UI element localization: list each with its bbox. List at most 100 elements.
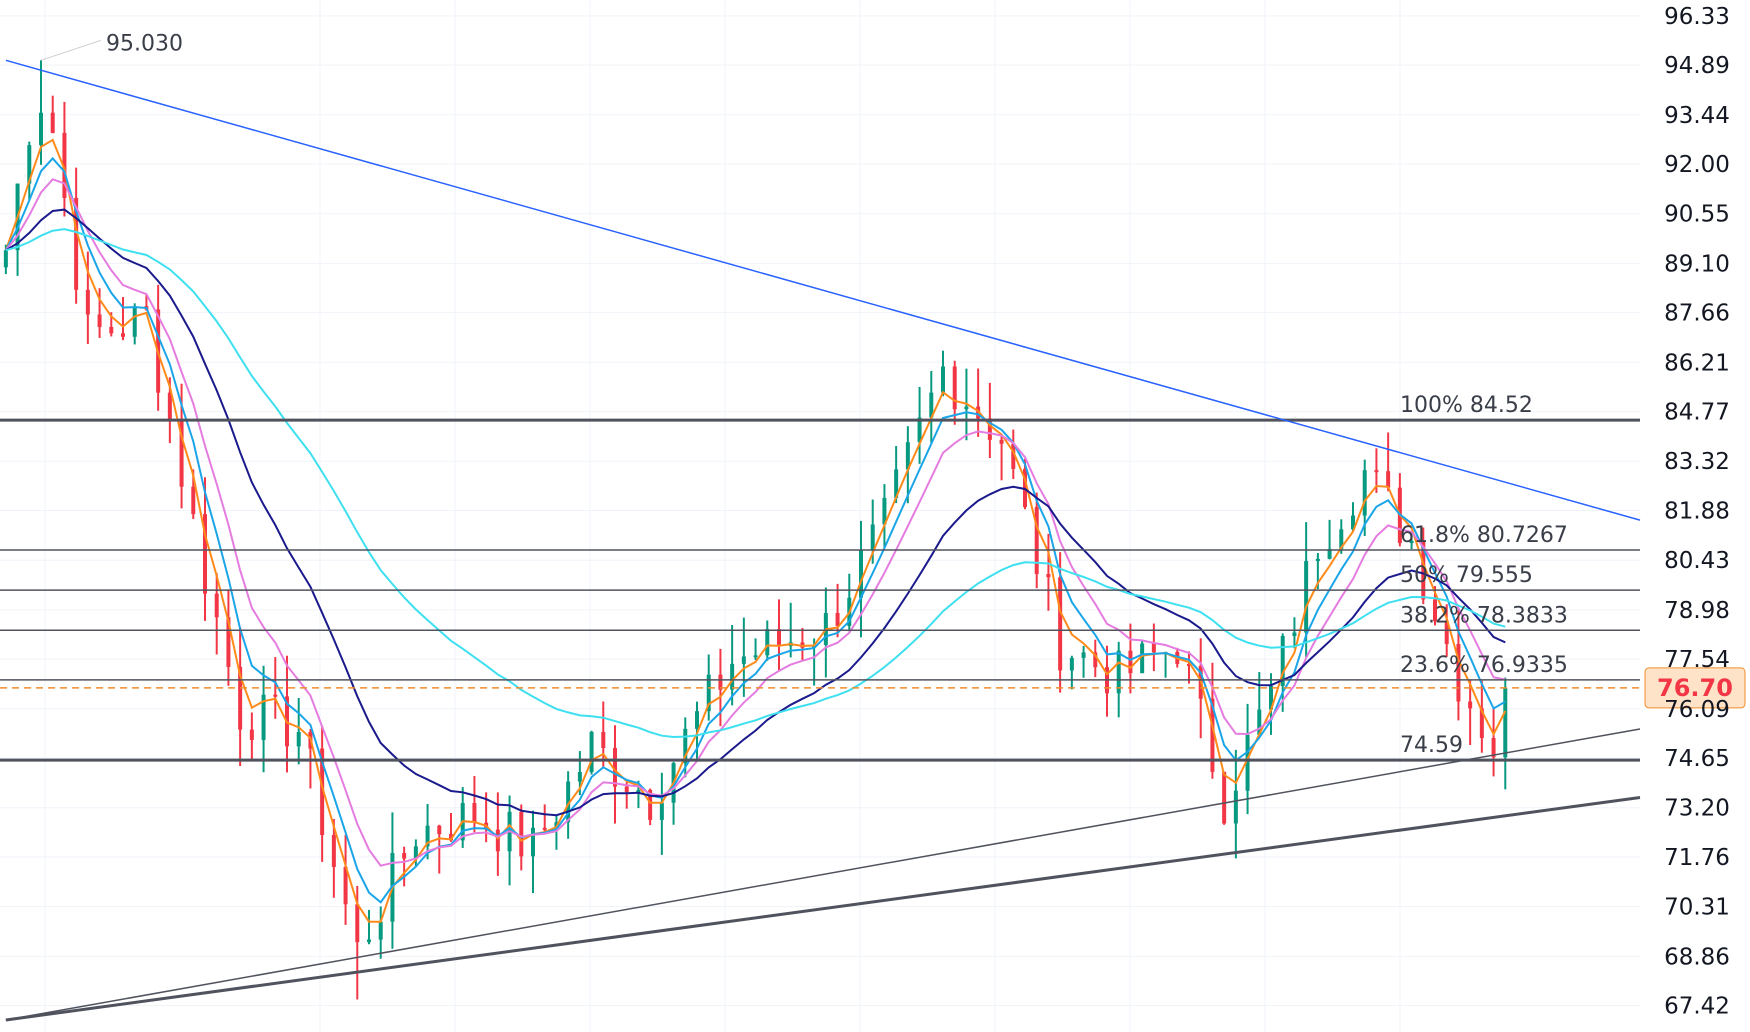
candle-body	[964, 406, 969, 410]
y-tick-label: 67.42	[1664, 994, 1730, 1020]
ma-cyan-line	[5, 228, 1506, 739]
y-tick-label: 93.44	[1664, 103, 1730, 129]
candle-body	[331, 835, 336, 867]
candle-body	[320, 748, 325, 836]
candle-body	[1421, 541, 1426, 600]
trendline-lower_thick	[5, 795, 1641, 1022]
y-tick-label: 96.33	[1664, 4, 1730, 30]
candle-body	[894, 469, 899, 498]
fib-level-label: 38.2% 78.3833	[1400, 603, 1568, 628]
ma-pink-line	[5, 178, 1506, 867]
candle-body	[378, 921, 383, 940]
candle-body	[683, 728, 688, 764]
candle-body	[203, 514, 207, 594]
y-tick-label: 73.20	[1664, 796, 1730, 822]
candle-body	[1339, 529, 1344, 549]
candle-body	[1210, 698, 1215, 772]
candle-body	[917, 417, 922, 443]
y-tick-label: 83.32	[1664, 449, 1730, 475]
candle-body	[449, 834, 453, 841]
candle-body	[367, 939, 371, 943]
candle-body	[1456, 644, 1461, 702]
candle-body	[577, 772, 582, 782]
y-tick-label: 94.89	[1664, 53, 1730, 79]
candle-body	[929, 392, 934, 418]
candle-body	[706, 674, 711, 712]
candle-body	[74, 197, 79, 290]
candle-body	[859, 550, 863, 598]
candle-body	[1491, 738, 1496, 758]
candle-body	[39, 112, 43, 146]
candle-body	[1327, 548, 1332, 559]
candle-body	[1269, 685, 1273, 710]
candle-body	[343, 866, 348, 905]
y-tick-label: 90.55	[1664, 202, 1730, 228]
candle-body	[109, 326, 114, 334]
candle-body	[601, 731, 606, 749]
candle-body	[121, 333, 125, 337]
y-tick-label: 76.09	[1664, 697, 1730, 723]
candle-body	[1245, 734, 1250, 791]
candle-body	[941, 366, 945, 393]
y-tick-label: 70.31	[1664, 895, 1730, 921]
trendlines	[5, 59, 1641, 1022]
fib-levels: 100% 84.52 61.8% 80.7267 50% 79.555 38.2% 7…	[0, 393, 1640, 762]
candle-body	[987, 418, 992, 440]
candle-body	[718, 674, 723, 690]
candle-body	[495, 829, 500, 852]
y-tick-label: 89.10	[1664, 251, 1730, 277]
candle-body	[999, 439, 1004, 444]
candle-body	[1304, 561, 1309, 633]
candle-body	[472, 803, 477, 823]
candle-body	[355, 904, 360, 943]
peak-leader-line	[40, 39, 102, 61]
candle-body	[1011, 443, 1016, 469]
candle-body	[1280, 635, 1285, 686]
candle-body	[741, 656, 746, 664]
candle-body	[624, 786, 629, 793]
candle-body	[870, 524, 875, 551]
fib-level-label: 50% 79.555	[1400, 563, 1533, 588]
grid	[0, 0, 1640, 1032]
candle-body	[1433, 599, 1437, 622]
candle-body	[261, 694, 266, 740]
candle-body	[1093, 652, 1098, 668]
fib-level-label: 23.6% 76.9335	[1400, 653, 1568, 678]
candle-body	[1187, 663, 1191, 666]
candle-body	[1362, 470, 1367, 516]
candle-body	[1503, 687, 1508, 758]
y-tick-label: 77.54	[1664, 647, 1730, 673]
candle-body	[613, 748, 617, 787]
candle-body	[1046, 573, 1051, 578]
candle-body	[1257, 709, 1262, 735]
candle-body	[296, 732, 301, 747]
candle-body	[425, 825, 430, 847]
candle-body	[531, 827, 535, 857]
candle-body	[1116, 650, 1121, 694]
y-tick-label: 78.98	[1664, 598, 1730, 624]
peak-marker: 95.030	[40, 31, 183, 61]
candle-body	[1292, 632, 1297, 636]
candle-body	[519, 811, 524, 857]
candle-body	[1444, 621, 1449, 645]
candle-body	[1233, 790, 1238, 824]
candle-body	[648, 789, 653, 820]
moving-averages	[4, 138, 1507, 923]
candle-body	[1351, 515, 1355, 530]
candle-body	[1128, 650, 1133, 674]
ma-blue-line	[5, 156, 1506, 904]
candle-body	[1315, 558, 1320, 562]
candle-body	[238, 666, 243, 730]
y-tick-label: 87.66	[1664, 301, 1730, 327]
y-tick-label: 86.21	[1664, 350, 1730, 376]
fib-level-label: 100% 84.52	[1400, 393, 1533, 418]
candle-body	[1374, 470, 1379, 473]
trendline-lower_thin	[5, 728, 1641, 1021]
ma-navy-line	[5, 208, 1506, 817]
trendline-upper	[5, 59, 1641, 521]
current-price-badge	[1644, 667, 1746, 709]
candle-body	[952, 366, 957, 410]
candle-body	[27, 145, 32, 184]
